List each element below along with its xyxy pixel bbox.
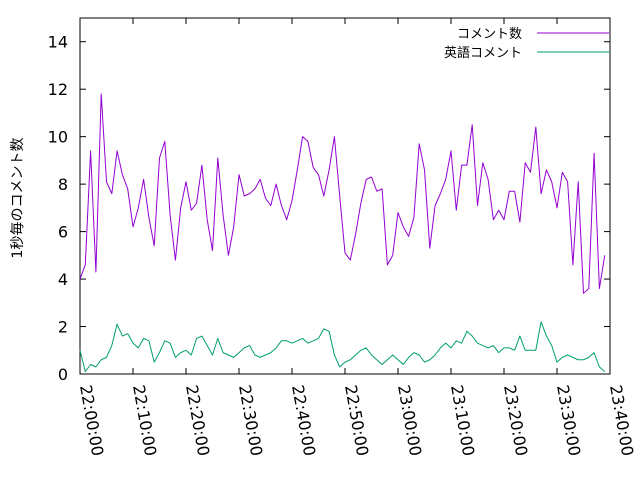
series-line-1 xyxy=(79,93,606,294)
y-tick-label: 10 xyxy=(48,128,68,147)
x-tick-label: 22:10:00 xyxy=(129,383,160,457)
y-tick-label: 12 xyxy=(48,80,68,99)
x-tick-label: 23:10:00 xyxy=(447,383,478,457)
legend-label-2: 英語コメント xyxy=(444,45,522,61)
y-tick-label: 14 xyxy=(48,33,68,52)
series-line-2 xyxy=(79,321,606,373)
y-tick-label: 0 xyxy=(58,365,68,384)
y-tick-label: 2 xyxy=(58,318,68,337)
x-tick-label: 22:20:00 xyxy=(182,383,213,457)
x-tick-label: 22:40:00 xyxy=(288,383,319,457)
x-tick-label: 23:20:00 xyxy=(500,383,531,457)
y-axis-label: 1秒毎のコメント数 xyxy=(10,138,26,259)
x-tick-label: 22:30:00 xyxy=(235,383,266,457)
x-tick-label: 23:40:00 xyxy=(606,383,637,457)
y-tick-label: 6 xyxy=(58,223,68,242)
x-tick-label: 23:30:00 xyxy=(553,383,584,457)
y-tick-label: 4 xyxy=(58,270,68,289)
x-tick-label: 22:50:00 xyxy=(341,383,372,457)
y-tick-label: 8 xyxy=(58,175,68,194)
legend-label-1: コメント数 xyxy=(457,27,522,42)
plot-border xyxy=(79,17,611,375)
x-tick-label: 23:00:00 xyxy=(394,383,425,457)
x-tick-label: 22:00:00 xyxy=(76,383,107,457)
